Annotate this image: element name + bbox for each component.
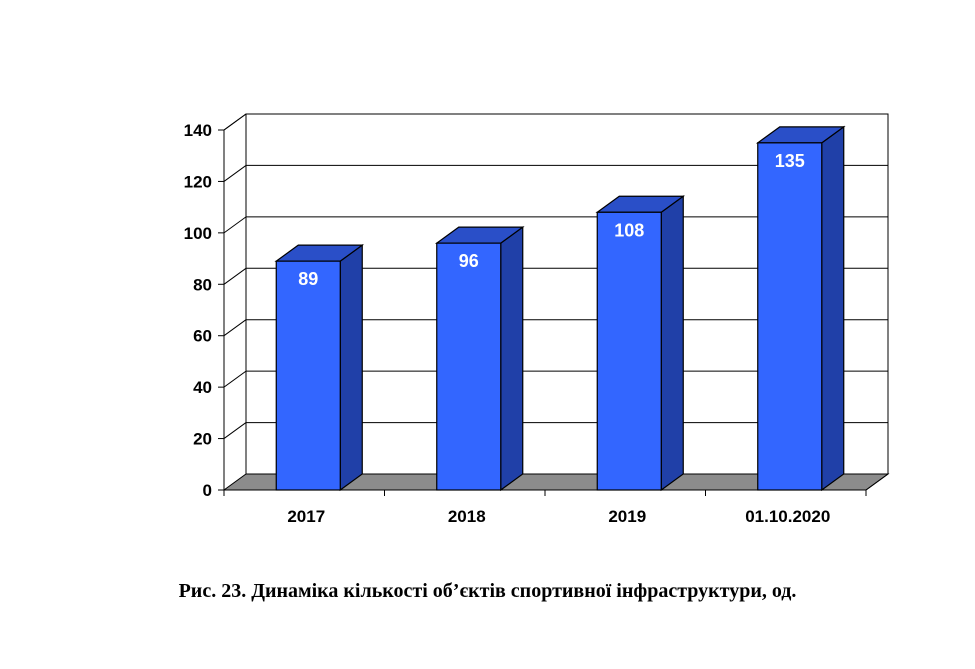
y-tick-label: 100 <box>184 224 212 243</box>
floor-right-edge <box>865 473 889 491</box>
gridline-side <box>223 216 247 234</box>
bar <box>275 260 341 491</box>
gridline-side <box>223 319 247 337</box>
x-category-label: 01.10.2020 <box>745 507 830 526</box>
y-tick-label: 120 <box>184 172 212 191</box>
y-tick-label: 20 <box>193 430 212 449</box>
gridline-side <box>223 370 247 388</box>
data-label: 108 <box>614 220 644 240</box>
y-tick-label: 140 <box>184 121 212 140</box>
labels: 89 2017 96 2018 108 2019 135 01.10.2020 <box>287 151 830 526</box>
x-category-label: 2019 <box>608 507 646 526</box>
x-category-label: 2017 <box>287 507 325 526</box>
x-category-label: 2018 <box>448 507 486 526</box>
y-tick-label: 80 <box>193 275 212 294</box>
gridline-side <box>223 267 247 285</box>
bar <box>436 242 502 491</box>
gridline-side <box>223 165 247 182</box>
y-tick-label: 60 <box>193 327 212 346</box>
figure-caption: Рис. 23. Динаміка кількості об’єктів спо… <box>178 580 797 602</box>
bar-side <box>500 225 524 492</box>
y-tick-label: 40 <box>193 378 212 397</box>
gridline-side <box>223 113 247 131</box>
bar-side <box>339 243 363 492</box>
data-label: 96 <box>459 251 479 271</box>
bar-side <box>660 195 684 492</box>
y-tick-label: 0 <box>203 481 212 500</box>
bar-side <box>821 125 845 492</box>
bar <box>757 142 823 491</box>
bars <box>274 125 846 492</box>
bar <box>596 211 662 491</box>
data-label: 89 <box>298 269 318 289</box>
data-label: 135 <box>775 151 805 171</box>
gridline-side <box>223 422 247 439</box>
